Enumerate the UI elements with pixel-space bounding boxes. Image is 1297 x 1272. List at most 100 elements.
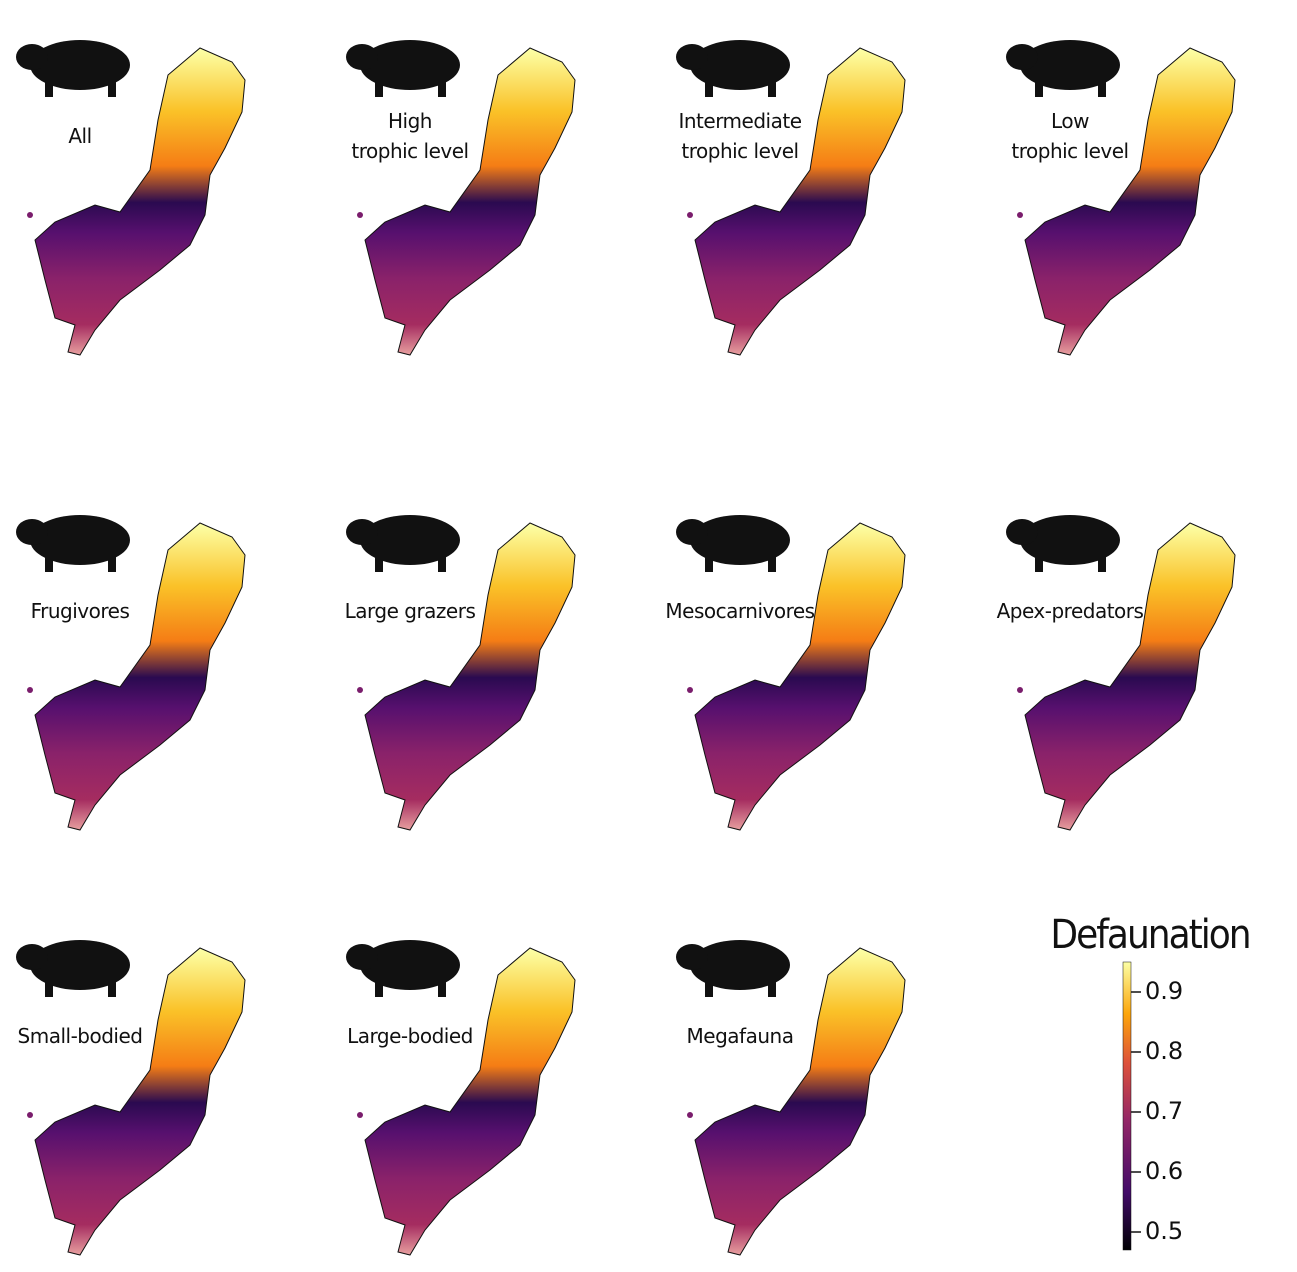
map [34, 47, 246, 356]
panel-label: Low [1051, 109, 1089, 133]
silhouette-leg [108, 75, 116, 97]
animal-silhouette [1006, 515, 1120, 572]
panel-label: All [68, 124, 91, 148]
island [1017, 212, 1023, 218]
panel-label: trophic level [1011, 139, 1128, 163]
colorbar-title: Defaunation [1050, 912, 1249, 958]
silhouette-head [1006, 519, 1038, 545]
silhouette-head [346, 519, 378, 545]
animal-silhouette [16, 40, 130, 97]
panel: Frugivores [16, 515, 246, 831]
silhouette-head [16, 519, 48, 545]
map [34, 947, 246, 1256]
silhouette-leg [108, 550, 116, 572]
animal-silhouette [1006, 40, 1120, 97]
panel-label: Frugivores [31, 599, 130, 623]
silhouette-leg [438, 550, 446, 572]
silhouette-leg [108, 975, 116, 997]
panel: Large grazers [345, 515, 576, 831]
panel: Apex-predators [997, 515, 1236, 831]
panel-label: trophic level [681, 139, 798, 163]
colorbar-tick-label: 0.8 [1145, 1037, 1183, 1065]
silhouette-leg [705, 975, 713, 997]
silhouette-head [346, 944, 378, 970]
panel-label: Large grazers [345, 599, 476, 623]
island [1017, 687, 1023, 693]
silhouette-leg [705, 550, 713, 572]
silhouette-leg [375, 975, 383, 997]
silhouette-leg [438, 975, 446, 997]
silhouette-leg [768, 550, 776, 572]
silhouette-leg [45, 975, 53, 997]
panel-label: High [388, 109, 432, 133]
panel: Small-bodied [16, 940, 246, 1256]
island [27, 212, 33, 218]
map [1024, 47, 1236, 356]
silhouette-body [30, 40, 130, 90]
silhouette-head [16, 44, 48, 70]
map [694, 522, 906, 831]
map [364, 947, 576, 1256]
silhouette-body [1020, 515, 1120, 565]
panel: Megafauna [676, 940, 906, 1256]
silhouette-leg [705, 75, 713, 97]
silhouette-head [676, 44, 708, 70]
silhouette-body [360, 40, 460, 90]
silhouette-leg [375, 75, 383, 97]
colorbar-tick-label: 0.5 [1145, 1217, 1183, 1245]
silhouette-leg [1035, 75, 1043, 97]
silhouette-leg [1098, 550, 1106, 572]
animal-silhouette [676, 940, 790, 997]
panel-label: Mesocarnivores [665, 599, 814, 623]
panel-label: trophic level [351, 139, 468, 163]
map [1024, 522, 1236, 831]
silhouette-body [690, 940, 790, 990]
silhouette-body [1020, 40, 1120, 90]
silhouette-body [360, 940, 460, 990]
silhouette-head [16, 944, 48, 970]
animal-silhouette [346, 40, 460, 97]
panel-label: Apex-predators [997, 599, 1144, 623]
silhouette-body [30, 940, 130, 990]
silhouette-leg [45, 75, 53, 97]
panel: High trophic level [346, 40, 576, 356]
colorbar [1122, 961, 1132, 1251]
silhouette-leg [438, 75, 446, 97]
silhouette-body [30, 515, 130, 565]
silhouette-leg [375, 550, 383, 572]
panel: Mesocarnivores [665, 515, 906, 831]
animal-silhouette [346, 940, 460, 997]
island [687, 212, 693, 218]
island [27, 687, 33, 693]
colorbar-tick-label: 0.7 [1145, 1097, 1183, 1125]
animal-silhouette [16, 515, 130, 572]
panel: All [16, 40, 246, 356]
silhouette-head [676, 944, 708, 970]
animal-silhouette [676, 40, 790, 97]
silhouette-head [676, 519, 708, 545]
map [34, 522, 246, 831]
silhouette-leg [768, 75, 776, 97]
island [687, 1112, 693, 1118]
panel-label: Megafauna [687, 1024, 794, 1048]
island [27, 1112, 33, 1118]
island [687, 687, 693, 693]
silhouette-body [690, 40, 790, 90]
animal-silhouette [16, 940, 130, 997]
panel-label: Small-bodied [18, 1024, 143, 1048]
map [364, 522, 576, 831]
panel-label: Large-bodied [347, 1024, 473, 1048]
map [364, 47, 576, 356]
colorbar-tick-label: 0.6 [1145, 1157, 1183, 1185]
panel: Low trophic level [1006, 40, 1236, 356]
colorbar-tick-label: 0.9 [1145, 977, 1183, 1005]
silhouette-body [690, 515, 790, 565]
silhouette-leg [1098, 75, 1106, 97]
silhouette-leg [1035, 550, 1043, 572]
panel: Large-bodied [346, 940, 576, 1256]
silhouette-leg [768, 975, 776, 997]
panel: Intermediate trophic level [676, 40, 906, 356]
panel-label: Intermediate [678, 109, 801, 133]
silhouette-body [360, 515, 460, 565]
